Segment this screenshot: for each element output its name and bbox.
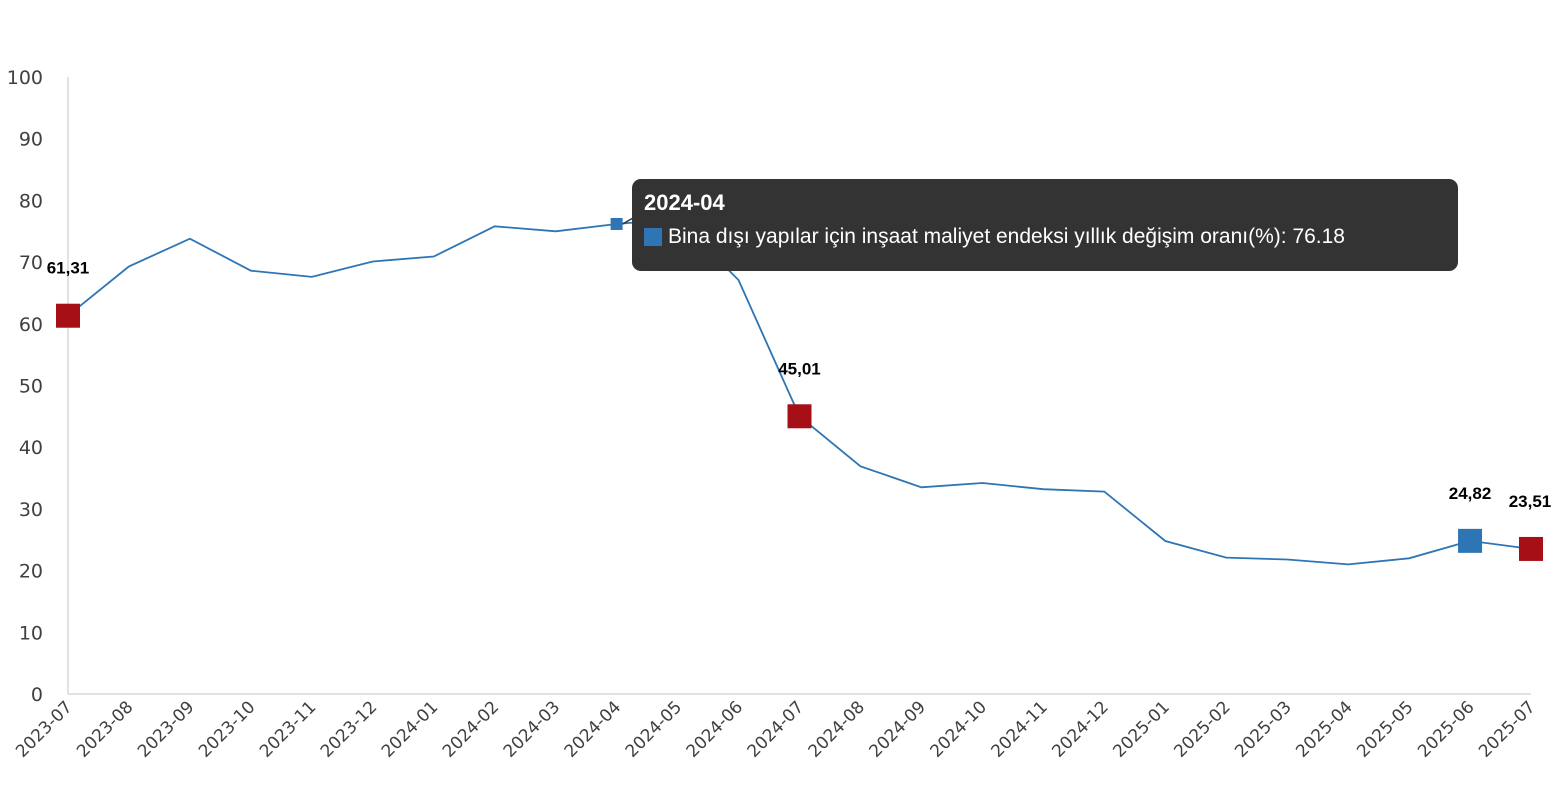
- x-tick-label: 2023-12: [317, 697, 381, 761]
- x-tick-label: 2023-08: [73, 697, 137, 761]
- x-axis-ticks: 2023-072023-082023-092023-102023-112023-…: [12, 697, 1539, 761]
- x-tick-label: 2023-07: [12, 697, 76, 761]
- x-tick-label: 2024-04: [561, 697, 625, 761]
- highlight-marker: [1519, 536, 1543, 561]
- x-tick-label: 2024-11: [988, 697, 1052, 761]
- y-tick-label: 30: [19, 499, 43, 521]
- x-tick-label: 2024-07: [744, 697, 808, 761]
- highlight-marker: [1458, 528, 1483, 553]
- x-tick-label: 2024-10: [927, 697, 991, 761]
- x-tick-label: 2023-09: [134, 697, 198, 761]
- y-tick-label: 40: [19, 437, 43, 459]
- x-tick-label: 2024-09: [866, 697, 930, 761]
- y-tick-label: 80: [19, 190, 43, 212]
- tooltip-series-swatch: [644, 228, 662, 246]
- y-tick-label: 90: [19, 129, 43, 151]
- x-tick-label: 2024-01: [378, 697, 442, 761]
- x-tick-label: 2025-04: [1292, 697, 1356, 761]
- tooltip-row: Bina dışı yapılar için inşaat maliyet en…: [644, 224, 1446, 250]
- x-tick-label: 2023-11: [256, 697, 320, 761]
- x-tick-label: 2024-12: [1048, 697, 1112, 761]
- x-tick-label: 2024-02: [439, 697, 503, 761]
- x-tick-label: 2023-10: [195, 697, 259, 761]
- chart-tooltip: 2024-04 Bina dışı yapılar için inşaat ma…: [632, 179, 1458, 271]
- tooltip-title: 2024-04: [644, 190, 725, 215]
- highlight-marker: [787, 404, 812, 429]
- data-label: 45,01: [778, 359, 821, 378]
- x-tick-label: 2024-03: [500, 697, 564, 761]
- data-label: 61,31: [47, 259, 90, 278]
- y-tick-label: 20: [19, 561, 43, 583]
- y-tick-label: 50: [19, 376, 43, 398]
- x-tick-label: 2024-05: [622, 697, 686, 761]
- y-axis-ticks: 0 10 20 30 40 50 60 70 80 90 100: [7, 67, 43, 706]
- hover-marker: [610, 217, 623, 230]
- x-tick-label: 2025-01: [1109, 697, 1173, 761]
- tooltip-value: 76.18: [1292, 225, 1345, 248]
- x-tick-label: 2025-07: [1475, 697, 1539, 761]
- x-tick-label: 2025-03: [1231, 697, 1295, 761]
- highlight-marker: [56, 303, 80, 328]
- data-labels: 61,31 45,01 24,82 23,51: [47, 259, 1552, 511]
- data-markers: [56, 217, 1543, 561]
- x-tick-label: 2025-05: [1353, 697, 1417, 761]
- tooltip-separator: :: [1280, 225, 1293, 248]
- data-label: 23,51: [1509, 492, 1552, 511]
- data-label: 24,82: [1449, 484, 1492, 503]
- y-tick-label: 10: [19, 622, 43, 644]
- y-tick-label: 70: [19, 252, 43, 274]
- y-tick-label: 100: [7, 67, 43, 89]
- x-tick-label: 2025-06: [1414, 697, 1478, 761]
- x-tick-label: 2024-06: [683, 697, 747, 761]
- y-tick-label: 60: [19, 314, 43, 336]
- x-tick-label: 2024-08: [805, 697, 869, 761]
- y-tick-label: 0: [31, 684, 43, 706]
- tooltip-series-label: Bina dışı yapılar için inşaat maliyet en…: [668, 225, 1281, 248]
- x-tick-label: 2025-02: [1170, 697, 1234, 761]
